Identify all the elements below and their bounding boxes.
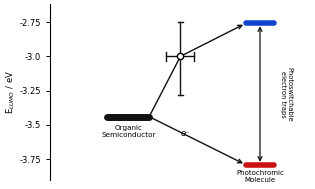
Y-axis label: E$_{LUMO}$ / eV: E$_{LUMO}$ / eV xyxy=(4,70,17,114)
Text: e⁻: e⁻ xyxy=(181,129,191,138)
Text: Organic
Semiconductor: Organic Semiconductor xyxy=(101,125,156,138)
Text: Photoswitchable
electron traps: Photoswitchable electron traps xyxy=(279,67,293,121)
Text: Photochromic
Molecule: Photochromic Molecule xyxy=(236,170,284,183)
